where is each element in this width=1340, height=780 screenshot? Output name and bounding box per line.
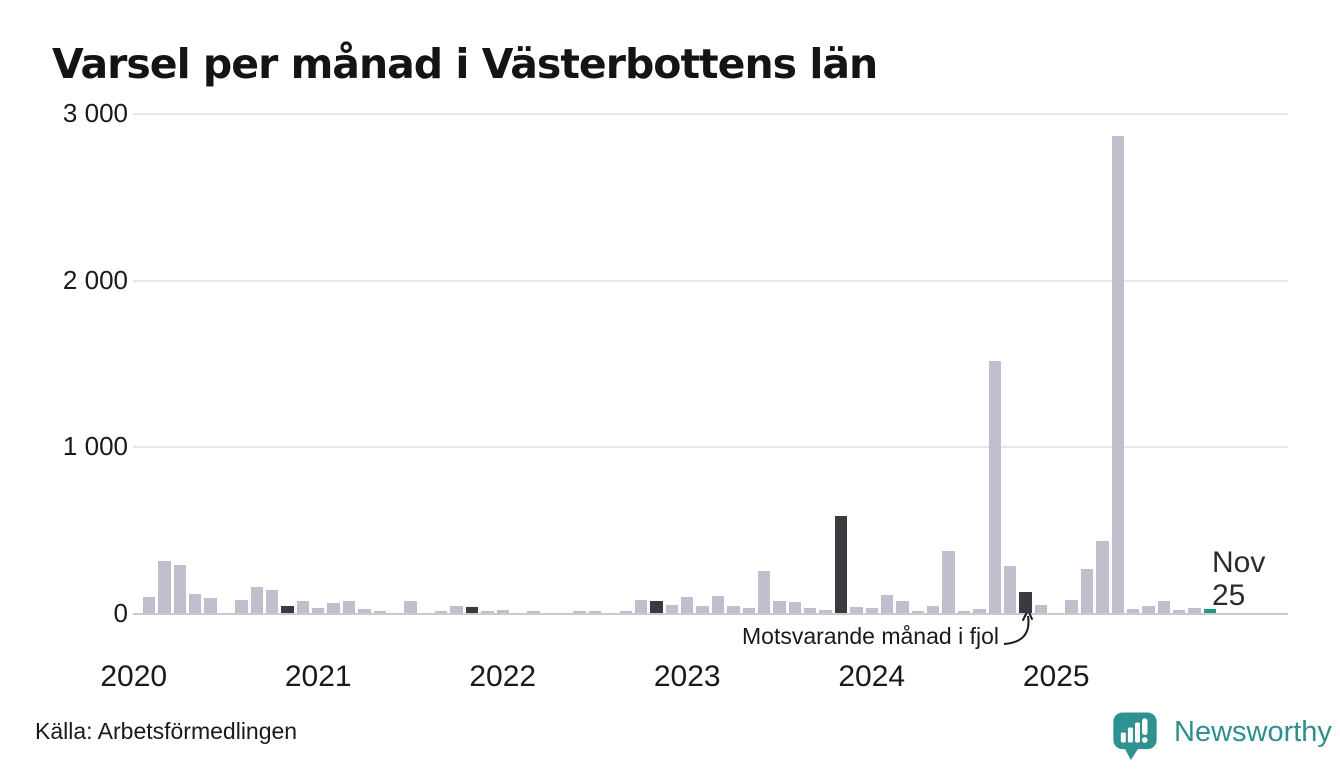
bar xyxy=(773,601,786,613)
bar xyxy=(573,610,586,613)
bar xyxy=(1080,568,1094,613)
bar-highlight-fjol xyxy=(465,607,479,613)
bar xyxy=(619,610,632,613)
bar xyxy=(942,550,955,613)
bar xyxy=(973,608,986,613)
bar xyxy=(342,601,356,613)
bar xyxy=(711,595,725,613)
bar xyxy=(142,597,156,613)
plot-area xyxy=(133,113,1288,615)
bar xyxy=(450,605,463,613)
bar xyxy=(296,601,310,613)
bar xyxy=(1096,540,1109,613)
bar xyxy=(681,597,694,613)
bar xyxy=(250,587,263,613)
bar xyxy=(804,608,817,613)
bar xyxy=(527,611,540,613)
bar xyxy=(588,611,602,613)
chart-title: Varsel per månad i Västerbottens län xyxy=(52,40,878,88)
bar xyxy=(204,598,217,613)
current-month-line2: 25 xyxy=(1212,579,1246,612)
bar xyxy=(312,608,325,613)
brand-logo: Newsworthy xyxy=(1110,709,1332,761)
bar xyxy=(481,610,494,613)
bar xyxy=(911,611,925,613)
bar xyxy=(435,610,448,613)
y-tick-label: 0 xyxy=(113,598,128,628)
bar xyxy=(742,608,755,613)
bar xyxy=(1126,608,1140,613)
bar xyxy=(850,607,863,613)
bar-current-month xyxy=(1203,608,1217,613)
bar xyxy=(957,611,971,613)
bar xyxy=(1034,604,1048,613)
bar xyxy=(727,605,740,613)
source-caption: Källa: Arbetsförmedlingen xyxy=(35,718,298,744)
gridline-3000 xyxy=(133,113,1288,115)
bar-highlight-fjol xyxy=(834,515,848,613)
bar xyxy=(696,605,709,613)
bar-highlight-fjol xyxy=(650,601,663,613)
bar xyxy=(265,589,279,613)
bar xyxy=(880,594,894,613)
gridline-2000 xyxy=(133,279,1288,282)
bar xyxy=(865,608,878,613)
bar xyxy=(1188,608,1201,613)
brand-name: Newsworthy xyxy=(1174,715,1332,748)
year-label-2025: 2025 xyxy=(1022,660,1090,693)
current-month-label: Nov 25 xyxy=(1212,546,1265,612)
year-label-2020: 2020 xyxy=(100,660,168,693)
bar xyxy=(373,611,386,613)
bar-highlight-fjol xyxy=(281,605,294,613)
bar xyxy=(327,603,340,613)
bar xyxy=(634,599,648,613)
bar xyxy=(927,605,940,613)
bar xyxy=(173,564,187,613)
newsworthy-pin-bar-chart-icon xyxy=(1113,712,1157,760)
year-label-2023: 2023 xyxy=(653,660,721,693)
bar xyxy=(988,361,1001,613)
bar xyxy=(896,601,909,613)
bar xyxy=(1003,565,1017,613)
bar xyxy=(235,599,248,613)
bar xyxy=(1111,136,1124,613)
y-tick-label: 1 000 xyxy=(62,431,128,462)
bar xyxy=(189,593,202,613)
bar xyxy=(496,609,509,613)
bar xyxy=(1065,599,1078,613)
y-tick-label: 2 000 xyxy=(62,264,128,295)
current-month-line1: Nov xyxy=(1212,546,1266,579)
bar xyxy=(757,570,771,613)
fjol-annotation: Motsvarande månad i fjol xyxy=(742,623,999,649)
bar xyxy=(788,602,802,613)
gridline-1000 xyxy=(133,446,1288,449)
year-label-2022: 2022 xyxy=(469,660,537,693)
bar xyxy=(665,604,679,613)
bar xyxy=(1157,600,1171,613)
gridline-0 xyxy=(133,613,1288,615)
bar xyxy=(1142,605,1155,613)
y-tick-label: 3 000 xyxy=(62,98,128,128)
bar xyxy=(358,608,371,613)
bar xyxy=(158,560,171,613)
bar xyxy=(819,609,832,613)
bar xyxy=(404,600,417,613)
bar xyxy=(1173,609,1186,613)
year-label-2024: 2024 xyxy=(838,660,906,693)
bar-highlight-fjol xyxy=(1019,592,1032,613)
year-label-2021: 2021 xyxy=(284,660,352,693)
